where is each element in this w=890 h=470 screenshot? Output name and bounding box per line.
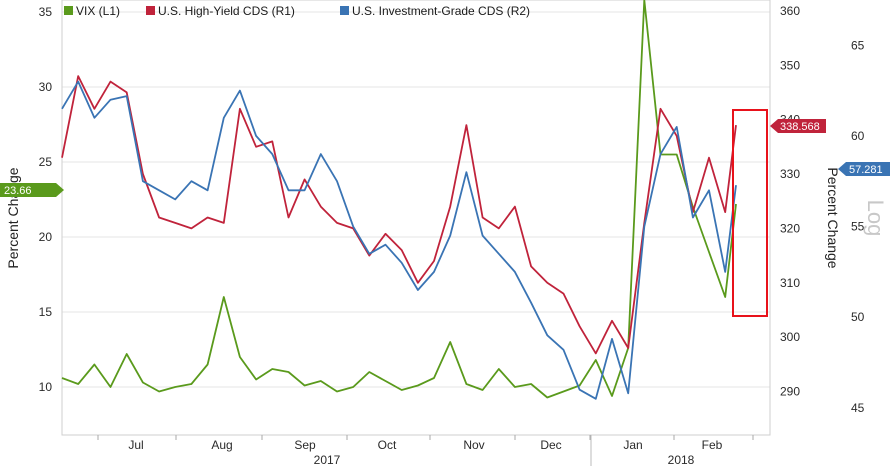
legend-swatch-hy bbox=[146, 6, 155, 15]
series-line-hy bbox=[61, 75, 737, 355]
right2-tick-label: 50 bbox=[851, 310, 865, 324]
right2-tick-label: 60 bbox=[851, 129, 865, 143]
series-line-ig bbox=[61, 80, 737, 400]
badge-vix: 23.66 bbox=[0, 183, 64, 197]
legend-label-vix: VIX (L1) bbox=[76, 4, 120, 18]
badge-ig-value: 57.281 bbox=[849, 164, 883, 176]
left-tick-label: 35 bbox=[39, 5, 53, 19]
legend-label-hy: U.S. High-Yield CDS (R1) bbox=[158, 4, 295, 18]
gridlines bbox=[62, 11, 770, 388]
x-month-label: Dec bbox=[540, 438, 561, 452]
right-axis-1: 360350340330320310300290 bbox=[780, 4, 800, 399]
right1-tick-label: 300 bbox=[780, 330, 800, 344]
right1-tick-label: 360 bbox=[780, 4, 800, 18]
badge-hy: 338.568 bbox=[770, 119, 826, 133]
log-axis-title: Log bbox=[863, 200, 888, 237]
x-month-label: Jan bbox=[623, 438, 642, 452]
left-tick-label: 15 bbox=[39, 305, 53, 319]
x-month-label: Nov bbox=[463, 438, 484, 452]
right1-tick-label: 330 bbox=[780, 167, 800, 181]
right2-tick-label: 55 bbox=[851, 220, 865, 234]
left-tick-label: 30 bbox=[39, 80, 53, 94]
legend-swatch-vix bbox=[64, 6, 73, 15]
x-year-label: 2018 bbox=[668, 453, 695, 467]
series-line-vix bbox=[61, 0, 737, 399]
badge-vix-value: 23.66 bbox=[4, 185, 32, 197]
plot-frame bbox=[61, 0, 771, 436]
right1-tick-label: 310 bbox=[780, 276, 800, 290]
left-axis: 35 30 25 20 15 10 bbox=[39, 5, 53, 394]
x-month-label: Feb bbox=[702, 438, 723, 452]
x-month-label: Oct bbox=[378, 438, 397, 452]
x-axis: Jul Aug Sep Oct Nov Dec Jan Feb 2017 2018 bbox=[97, 435, 754, 467]
legend: VIX (L1) U.S. High-Yield CDS (R1) U.S. I… bbox=[64, 4, 530, 18]
right1-tick-label: 320 bbox=[780, 221, 800, 235]
badge-hy-value: 338.568 bbox=[780, 121, 820, 133]
highlight-box bbox=[732, 109, 768, 317]
right-axis-title: Percent Change bbox=[825, 167, 841, 268]
legend-swatch-ig bbox=[340, 6, 349, 15]
series-layer bbox=[61, 0, 737, 400]
left-tick-label: 10 bbox=[39, 380, 53, 394]
x-month-label: Aug bbox=[211, 438, 232, 452]
x-month-label: Sep bbox=[294, 438, 316, 452]
left-axis-title: Percent Change bbox=[5, 167, 21, 268]
x-month-label: Jul bbox=[128, 438, 143, 452]
right2-tick-label: 45 bbox=[851, 401, 865, 415]
legend-label-ig: U.S. Investment-Grade CDS (R2) bbox=[352, 4, 530, 18]
right1-tick-label: 350 bbox=[780, 58, 800, 72]
left-tick-label: 25 bbox=[39, 155, 53, 169]
right1-tick-label: 290 bbox=[780, 385, 800, 399]
x-year-label: 2017 bbox=[314, 453, 341, 467]
left-tick-label: 20 bbox=[39, 230, 53, 244]
right2-tick-label: 65 bbox=[851, 38, 865, 52]
right-axis-2: 65 60 55 50 45 bbox=[851, 38, 865, 415]
badge-ig: 57.281 bbox=[838, 162, 890, 176]
